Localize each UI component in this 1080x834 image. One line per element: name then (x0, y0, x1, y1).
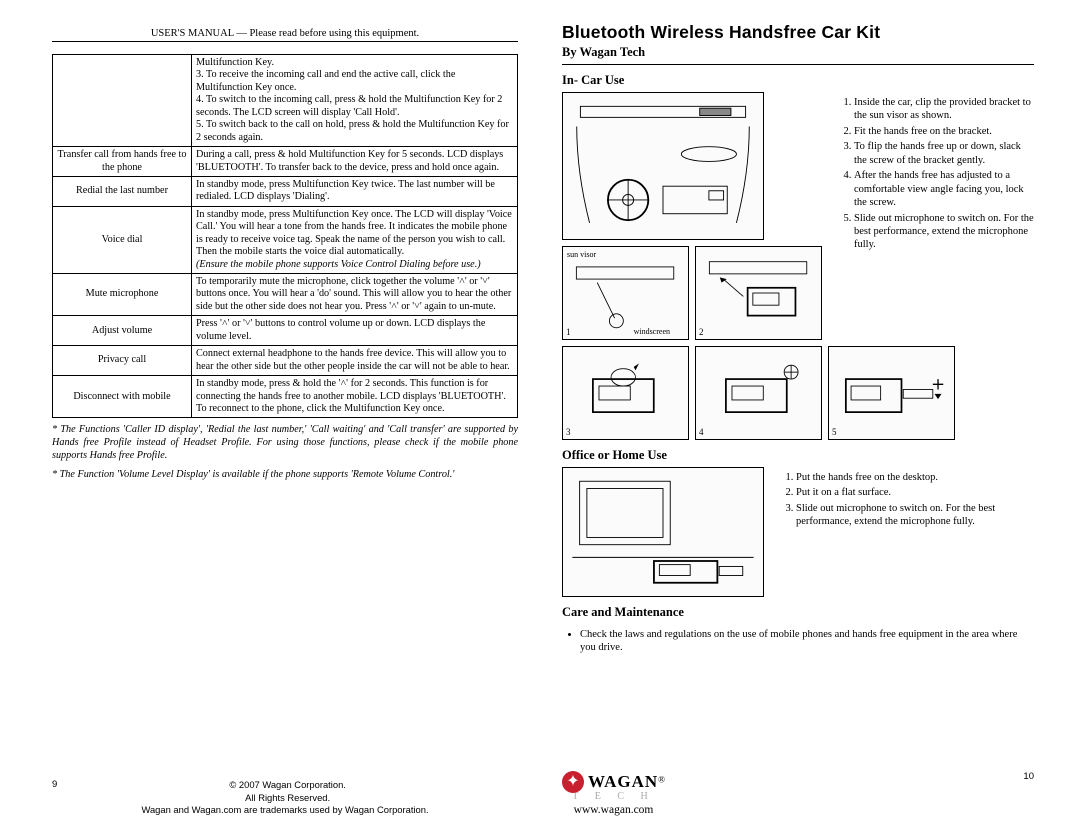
brand-logo: WAGAN® T E C H www.wagan.com (562, 771, 665, 816)
logo-subtext: T E C H (572, 791, 654, 802)
function-description: In standby mode, press Multifunction Key… (192, 176, 518, 206)
illustration-step-2: 2 (695, 246, 822, 340)
table-row: Voice dialIn standby mode, press Multifu… (53, 206, 518, 273)
section-incar-title: In- Car Use (562, 73, 1034, 88)
function-label: Redial the last number (53, 176, 192, 206)
office-steps: Put the hands free on the desktop. Put it… (778, 471, 1034, 529)
table-row: Redial the last numberIn standby mode, p… (53, 176, 518, 206)
illustration-step-3: 3 (562, 346, 689, 440)
logo-name: WAGAN (588, 772, 658, 791)
function-label (53, 55, 192, 147)
brand-subtitle: By Wagan Tech (562, 45, 1034, 65)
function-label: Privacy call (53, 346, 192, 376)
list-item: Slide out microphone to switch on. For t… (854, 212, 1034, 252)
function-description: Multifunction Key.3. To receive the inco… (192, 55, 518, 147)
function-label: Adjust volume (53, 316, 192, 346)
logo-url: www.wagan.com (574, 804, 654, 816)
footnote-1: * The Functions 'Caller ID display', 'Re… (52, 424, 518, 462)
care-list: Check the laws and regulations on the us… (562, 628, 1034, 655)
table-row: Mute microphoneTo temporarily mute the m… (53, 274, 518, 316)
section-office-title: Office or Home Use (562, 448, 1034, 463)
function-description: To temporarily mute the microphone, clic… (192, 274, 518, 316)
product-title: Bluetooth Wireless Handsfree Car Kit (562, 22, 1034, 43)
function-label: Mute microphone (53, 274, 192, 316)
table-row: Adjust volumePress '˄' or '˅' buttons to… (53, 316, 518, 346)
logo-star-icon (562, 771, 584, 793)
function-description: Connect external headphone to the hands … (192, 346, 518, 376)
list-item: Slide out microphone to switch on. For t… (796, 502, 1034, 529)
rights: All Rights Reserved. (245, 792, 330, 803)
function-description: During a call, press & hold Multifunctio… (192, 147, 518, 177)
table-row: Disconnect with mobileIn standby mode, p… (53, 376, 518, 418)
function-description: Press '˄' or '˅' buttons to control volu… (192, 316, 518, 346)
header-left: USER'S MANUAL — Please read before using… (52, 28, 518, 42)
page-number-left: 9 (52, 779, 57, 791)
footnotes: * The Functions 'Caller ID display', 'Re… (52, 418, 518, 487)
footnote-2: * The Function 'Volume Level Display' is… (52, 469, 518, 482)
copyright: © 2007 Wagan Corporation. (229, 779, 346, 790)
right-page: Bluetooth Wireless Handsfree Car Kit By … (540, 0, 1080, 834)
footer-left: 9 © 2007 Wagan Corporation. All Rights R… (52, 779, 518, 816)
footer-right: WAGAN® T E C H www.wagan.com 10 (562, 771, 1034, 816)
page-number-right: 10 (1023, 771, 1034, 782)
functions-table: Multifunction Key.3. To receive the inco… (52, 54, 518, 418)
left-page: USER'S MANUAL — Please read before using… (0, 0, 540, 834)
illustration-step-1: sun visor windscreen 1 (562, 246, 689, 340)
illustration-step-4: 4 (695, 346, 822, 440)
list-item: Put it on a flat surface. (796, 486, 1034, 499)
list-item: Put the hands free on the desktop. (796, 471, 1034, 484)
illustration-office (562, 467, 764, 597)
function-label: Transfer call from hands free to the pho… (53, 147, 192, 177)
trademark: Wagan and Wagan.com are trademarks used … (141, 804, 428, 815)
illustration-car-interior (562, 92, 764, 240)
list-item: Fit the hands free on the bracket. (854, 125, 1034, 138)
list-item: To flip the hands free up or down, slack… (854, 140, 1034, 167)
incar-steps: Inside the car, clip the provided bracke… (836, 96, 1034, 252)
function-description: In standby mode, press & hold the '˄' fo… (192, 376, 518, 418)
table-row: Privacy callConnect external headphone t… (53, 346, 518, 376)
illustration-step-5: 5 (828, 346, 955, 440)
list-item: After the hands free has adjusted to a c… (854, 169, 1034, 209)
section-care-title: Care and Maintenance (562, 605, 1034, 620)
table-row: Transfer call from hands free to the pho… (53, 147, 518, 177)
function-label: Disconnect with mobile (53, 376, 192, 418)
table-row: Multifunction Key.3. To receive the inco… (53, 55, 518, 147)
function-description: In standby mode, press Multifunction Key… (192, 206, 518, 273)
list-item: Inside the car, clip the provided bracke… (854, 96, 1034, 123)
function-label: Voice dial (53, 206, 192, 273)
care-bullet: Check the laws and regulations on the us… (580, 628, 1034, 655)
